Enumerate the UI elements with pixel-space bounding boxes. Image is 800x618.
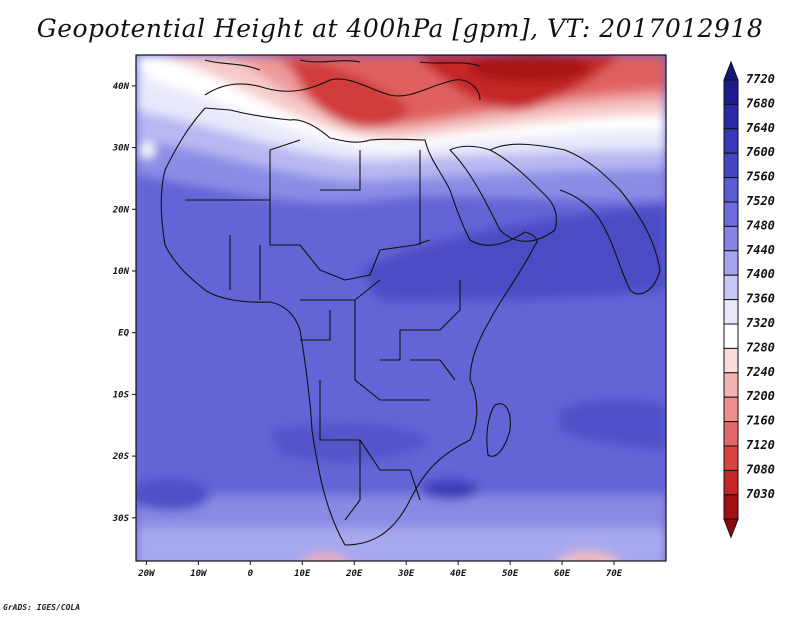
colorbar-swatch xyxy=(723,128,739,154)
colorbar-swatch xyxy=(723,396,739,423)
x-tick-label: 10E xyxy=(294,569,311,579)
colorbar-swatch xyxy=(723,225,739,252)
colorbar-label: 7280 xyxy=(746,340,775,354)
colorbar: 7720 7680 7640 7600 7560 7520 7480 7440 7400 7360… xyxy=(723,60,775,539)
colorbar-swatch xyxy=(723,469,739,496)
colorbar-label: 7200 xyxy=(746,389,775,403)
colorbar-swatch xyxy=(723,494,739,520)
colorbar-swatch xyxy=(723,79,739,105)
colorbar-label: 7160 xyxy=(746,414,775,428)
colorbar-swatch xyxy=(723,445,739,471)
x-tick-label: 70E xyxy=(606,569,623,579)
footer-credit: GrADS: IGES/COLA xyxy=(3,603,81,612)
x-axis-ticks: 20W 10W 0 10E 20E 30E 40E 50E 60E 70E xyxy=(137,561,623,579)
y-tick-label: 20N xyxy=(112,205,130,215)
y-tick-label: 20S xyxy=(112,452,130,462)
colorbar-swatch xyxy=(723,103,739,130)
colorbar-label: 7640 xyxy=(746,121,775,135)
colorbar-swatch xyxy=(723,421,739,447)
colorbar-swatch xyxy=(723,274,739,301)
geopotential-field xyxy=(136,55,666,561)
map-title: Geopotential Height at 400hPa [gpm], VT:… xyxy=(36,14,764,43)
colorbar-label: 7120 xyxy=(746,438,775,452)
colorbar-label: 7440 xyxy=(746,243,775,257)
x-tick-label: 30E xyxy=(397,569,415,579)
colorbar-swatch xyxy=(723,250,739,276)
colorbar-label: 7480 xyxy=(746,218,775,232)
colorbar-label: 7560 xyxy=(746,170,775,184)
colorbar-swatch xyxy=(723,347,739,374)
x-tick-label: 10W xyxy=(190,569,208,579)
x-tick-label: 60E xyxy=(554,569,571,579)
x-tick-label: 20W xyxy=(137,569,156,579)
colorbar-label: 7520 xyxy=(746,194,775,208)
y-tick-label: 30S xyxy=(112,514,130,524)
colorbar-label: 7720 xyxy=(746,72,775,86)
colorbar-swatch xyxy=(723,177,739,203)
y-tick-label: EQ xyxy=(118,329,129,339)
plot-frame xyxy=(135,54,667,562)
y-tick-label: 40N xyxy=(113,82,130,92)
colorbar-swatch xyxy=(723,299,739,325)
y-tick-label: 10N xyxy=(113,267,130,277)
colorbar-label: 7080 xyxy=(746,462,775,476)
colorbar-label: 7320 xyxy=(746,316,775,330)
y-tick-label: 30N xyxy=(112,144,130,154)
colorbar-bottom-arrow xyxy=(723,518,739,539)
x-tick-label: 50E xyxy=(502,569,519,579)
x-tick-label: 40E xyxy=(450,569,467,579)
colorbar-swatch xyxy=(723,152,739,179)
colorbar-swatch xyxy=(723,372,739,398)
colorbar-swatch xyxy=(723,201,739,227)
x-tick-label: 20E xyxy=(345,569,363,579)
y-tick-label: 10S xyxy=(113,390,130,400)
colorbar-label: 7240 xyxy=(746,365,775,379)
colorbar-label: 7030 xyxy=(746,487,775,501)
colorbar-label: 7680 xyxy=(746,96,775,110)
colorbar-label: 7600 xyxy=(746,145,775,159)
colorbar-top-arrow xyxy=(723,60,739,81)
y-axis-ticks: 40N 30N 20N 10N EQ 10S 20S 30S xyxy=(112,82,136,524)
x-tick-label: 0 xyxy=(248,569,254,579)
coastlines xyxy=(160,59,661,546)
colorbar-label: 7360 xyxy=(746,292,775,306)
colorbar-label: 7400 xyxy=(746,267,775,281)
colorbar-swatch xyxy=(723,323,739,349)
